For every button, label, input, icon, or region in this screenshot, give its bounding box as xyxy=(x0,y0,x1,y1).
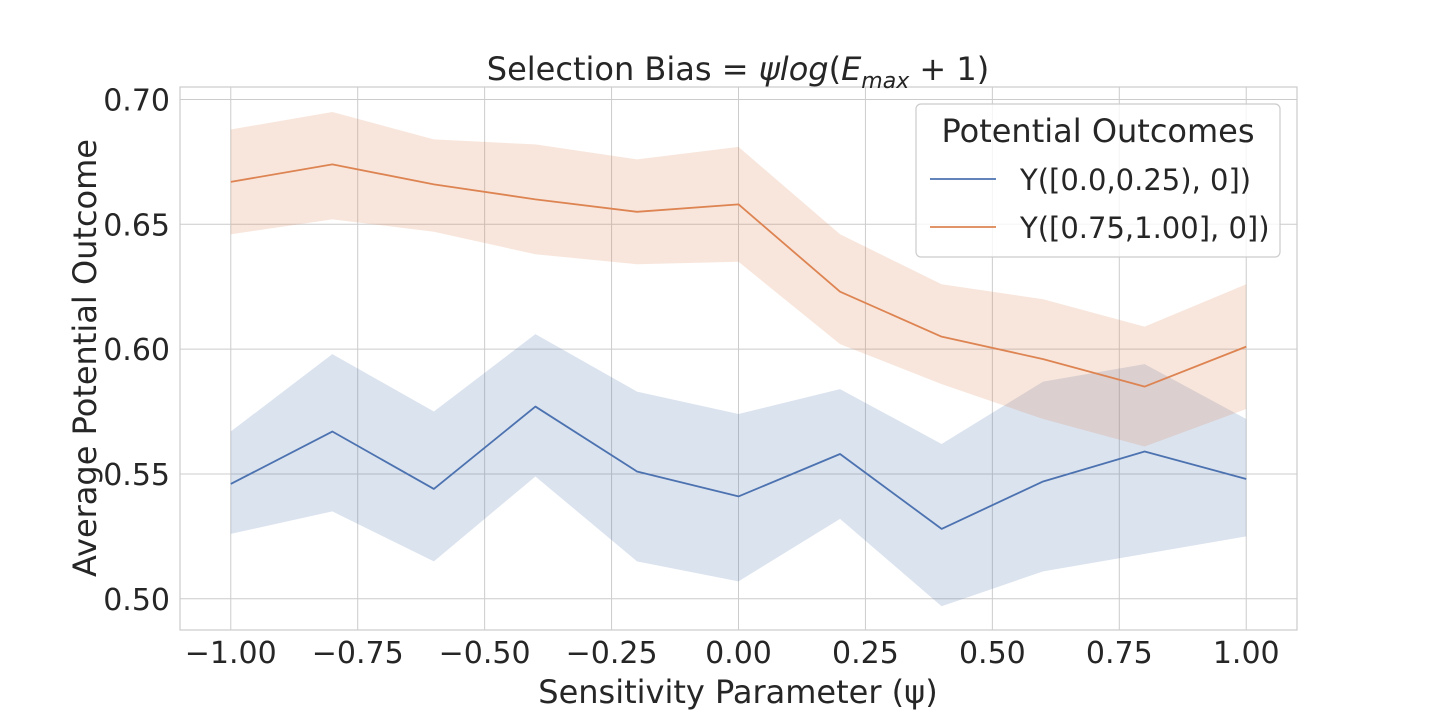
legend: Potential Outcomes Y([0.0,0.25), 0]) Y([… xyxy=(915,103,1281,258)
chart-title: Selection Bias = ψlog(Emax + 1) xyxy=(487,50,989,94)
x-tick-label: 0.50 xyxy=(959,636,1026,671)
plot-frame xyxy=(179,86,1298,631)
y-tick-labels: 0.50 0.55 0.60 0.65 0.70 xyxy=(103,83,170,617)
x-tick-labels: −1.00 −0.75 −0.50 −0.25 0.00 0.25 0.50 0.75 1.00 xyxy=(185,636,1280,671)
x-tick-label: −1.00 xyxy=(185,636,277,671)
title-log: log xyxy=(780,50,829,88)
confidence-band-series-2 xyxy=(230,111,1247,447)
x-tick-label: 0.25 xyxy=(832,636,899,671)
title-suffix: + 1) xyxy=(909,50,989,88)
series-lines xyxy=(230,163,1247,530)
line-series-1 xyxy=(230,405,1247,530)
title-e: E xyxy=(841,50,862,88)
y-axis-label: Average Potential Outcome xyxy=(66,139,104,577)
x-tick-label: −0.50 xyxy=(439,636,531,671)
y-tick-label: 0.60 xyxy=(103,333,170,368)
x-tick-label: 1.00 xyxy=(1213,636,1280,671)
legend-title: Potential Outcomes xyxy=(941,112,1254,150)
x-tick-label: −0.25 xyxy=(566,636,658,671)
title-prefix: Selection Bias = xyxy=(487,50,759,88)
x-tick-label: 0.00 xyxy=(705,636,772,671)
title-open-paren: ( xyxy=(829,50,841,88)
y-tick-label: 0.55 xyxy=(103,458,170,493)
confidence-band-series-1 xyxy=(230,334,1247,607)
legend-label-series-2: Y([0.75,1.00], 0]) xyxy=(1019,211,1270,245)
confidence-bands xyxy=(230,111,1247,607)
x-axis-label: Sensitivity Parameter (ψ) xyxy=(538,673,938,711)
legend-box xyxy=(915,103,1281,258)
y-tick-label: 0.70 xyxy=(103,83,170,118)
x-tick-label: 0.75 xyxy=(1086,636,1153,671)
y-tick-label: 0.65 xyxy=(103,208,170,243)
x-tick-label: −0.75 xyxy=(312,636,404,671)
line-series-2 xyxy=(230,163,1247,388)
title-subscript: max xyxy=(861,69,910,94)
y-tick-label: 0.50 xyxy=(103,583,170,618)
title-psi: ψ xyxy=(759,50,781,88)
legend-label-series-1: Y([0.0,0.25), 0]) xyxy=(1019,163,1251,197)
